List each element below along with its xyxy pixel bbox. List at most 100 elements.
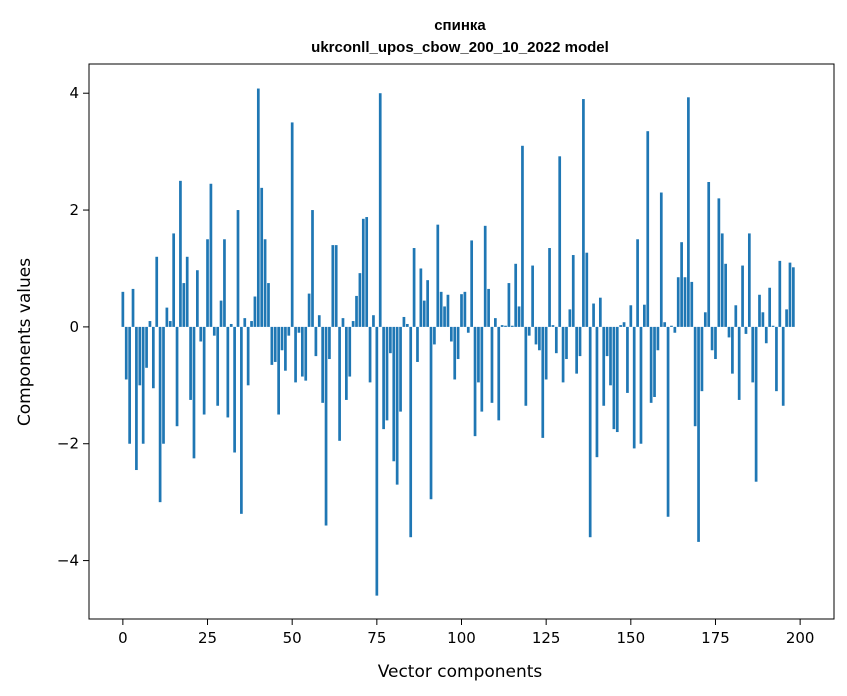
bar-149 xyxy=(626,326,629,393)
bar-143 xyxy=(605,326,609,357)
bar-156 xyxy=(649,326,653,403)
bar-142 xyxy=(602,326,606,406)
bar-113 xyxy=(504,325,507,327)
bar-146 xyxy=(615,326,619,433)
bar-165 xyxy=(680,242,683,327)
bar-6 xyxy=(141,326,145,444)
bar-151 xyxy=(632,326,636,449)
bar-110 xyxy=(494,318,497,327)
bar-80 xyxy=(392,326,396,462)
bar-63 xyxy=(334,245,338,327)
bar-11 xyxy=(158,326,162,503)
bar-135 xyxy=(578,326,582,357)
bar-188 xyxy=(758,294,761,327)
bar-160 xyxy=(663,322,667,327)
bar-100 xyxy=(460,294,463,327)
bar-7 xyxy=(145,326,148,368)
bar-153 xyxy=(639,326,643,444)
bar-115 xyxy=(510,325,514,327)
bar-87 xyxy=(416,326,419,362)
bar-68 xyxy=(351,321,355,327)
bar-39 xyxy=(253,296,257,327)
y-tick-label: 4 xyxy=(69,84,79,102)
x-tick-label: 100 xyxy=(447,629,476,647)
bar-155 xyxy=(646,131,650,327)
bar-45 xyxy=(273,326,277,362)
bar-79 xyxy=(389,326,392,354)
bar-172 xyxy=(703,312,707,327)
bar-192 xyxy=(771,325,775,327)
chart-subtitle: ukrconll_upos_cbow_200_10_2022 model xyxy=(311,39,609,56)
bar-69 xyxy=(355,295,358,327)
bar-152 xyxy=(636,239,639,327)
bar-116 xyxy=(514,263,518,327)
bar-123 xyxy=(538,326,541,351)
bar-73 xyxy=(368,326,372,383)
bar-17 xyxy=(179,180,182,327)
chart-title: спинка xyxy=(434,17,486,34)
bar-30 xyxy=(223,239,226,327)
bar-8 xyxy=(148,321,152,327)
x-tick-label: 50 xyxy=(283,629,302,647)
bar-185 xyxy=(747,233,751,327)
bar-76 xyxy=(378,93,382,327)
bar-60 xyxy=(324,326,328,526)
bars-group xyxy=(121,88,795,596)
bar-176 xyxy=(717,198,721,327)
bar-50 xyxy=(290,122,294,327)
bar-181 xyxy=(734,305,738,327)
bar-163 xyxy=(673,326,677,333)
bar-48 xyxy=(284,326,287,371)
x-tick-label: 75 xyxy=(367,629,386,647)
bar-22 xyxy=(196,270,199,327)
bar-72 xyxy=(365,217,369,327)
bar-54 xyxy=(304,326,308,381)
bar-81 xyxy=(395,326,399,485)
bar-189 xyxy=(761,312,765,327)
bar-117 xyxy=(517,306,521,327)
bar-194 xyxy=(778,260,782,327)
bar-59 xyxy=(321,326,325,403)
bar-139 xyxy=(592,303,595,327)
bar-141 xyxy=(598,297,602,327)
bar-20 xyxy=(189,326,192,400)
bar-61 xyxy=(328,326,331,360)
bar-25 xyxy=(206,239,209,327)
bar-46 xyxy=(277,326,280,415)
bar-84 xyxy=(405,323,409,327)
bar-197 xyxy=(788,262,792,327)
y-axis-ticks: −4 −2 0 2 4 xyxy=(57,84,89,570)
bar-147 xyxy=(619,325,623,327)
bar-26 xyxy=(209,183,213,327)
bar-49 xyxy=(287,326,291,336)
bar-0 xyxy=(121,291,125,327)
bar-47 xyxy=(280,326,284,351)
bar-37 xyxy=(246,326,250,386)
bar-120 xyxy=(527,326,531,336)
bar-101 xyxy=(463,291,467,327)
bar-157 xyxy=(653,326,656,397)
bar-83 xyxy=(402,316,406,327)
bar-89 xyxy=(422,300,426,327)
bar-103 xyxy=(470,240,474,327)
bar-191 xyxy=(768,287,772,327)
bar-53 xyxy=(300,326,304,377)
x-tick-label: 150 xyxy=(616,629,645,647)
bar-171 xyxy=(700,326,704,392)
bar-102 xyxy=(466,326,470,333)
bar-131 xyxy=(565,326,568,360)
bar-107 xyxy=(483,225,487,327)
bar-158 xyxy=(656,326,660,351)
bar-182 xyxy=(737,326,741,400)
bar-44 xyxy=(270,326,274,365)
bar-1 xyxy=(124,326,128,380)
bar-111 xyxy=(497,326,501,421)
bar-75 xyxy=(375,326,379,596)
bar-112 xyxy=(500,325,504,327)
bar-58 xyxy=(317,315,321,327)
bar-90 xyxy=(426,280,429,327)
bar-13 xyxy=(165,307,169,327)
bar-187 xyxy=(754,326,758,482)
x-tick-label: 200 xyxy=(786,629,815,647)
bar-19 xyxy=(185,256,189,327)
